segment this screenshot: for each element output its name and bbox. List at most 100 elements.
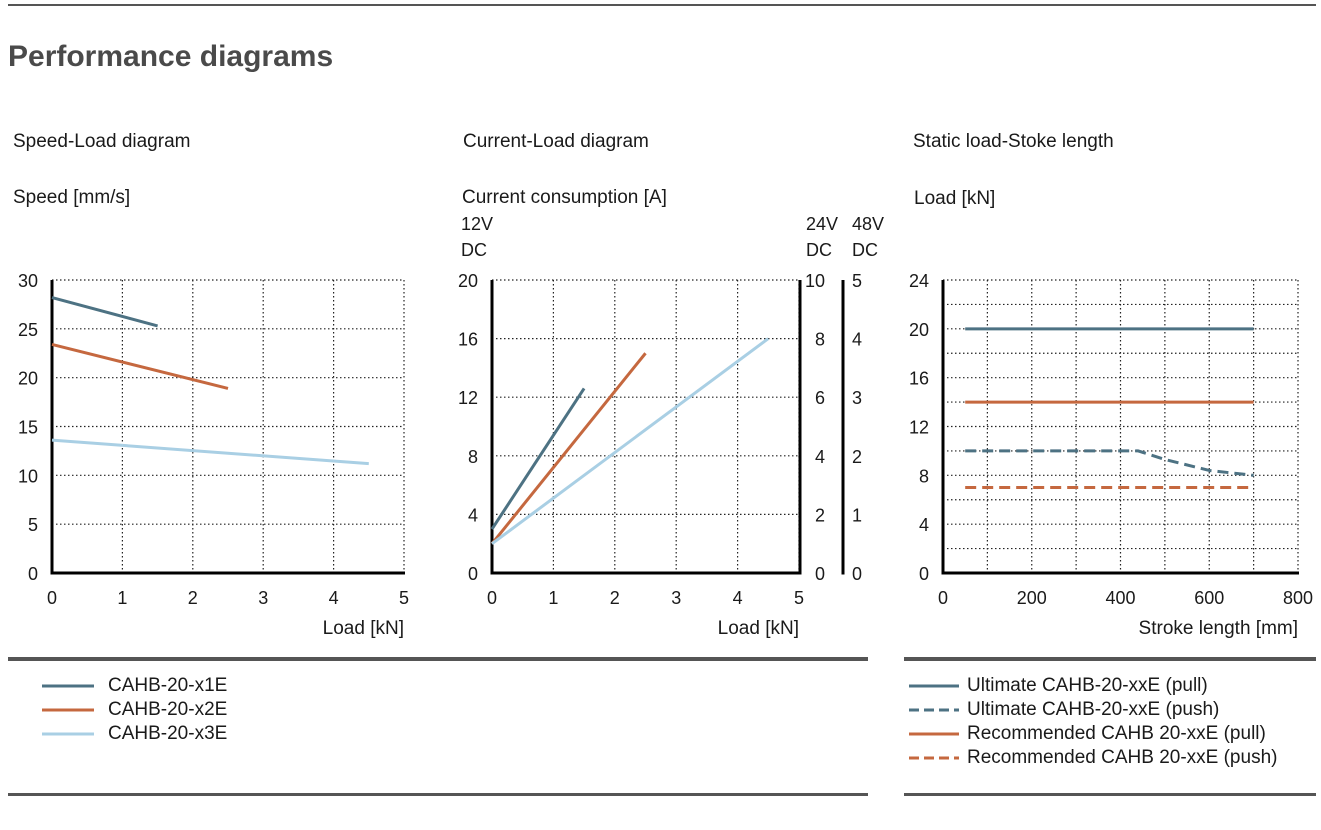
current-y-tick-label-24v: 6 [815, 388, 825, 408]
page-title: Performance diagrams [8, 40, 334, 73]
legend-swatch [42, 708, 94, 712]
static-x-tick-label: 400 [1105, 588, 1135, 608]
speed-x-tick-label: 5 [399, 588, 409, 608]
current-y-tick-label-24v: 10 [805, 271, 825, 291]
static-x-axis-label: Stroke length [mm] [1139, 618, 1298, 639]
static-ylabel: Load [kN] [914, 188, 996, 209]
legend-top-rule-left [8, 657, 868, 661]
speed-y-tick-label: 25 [18, 320, 38, 340]
current-y-tick-label-24v: 4 [815, 447, 825, 467]
current-chart-title: Current-Load diagram [463, 131, 649, 152]
unit-24v: 24V DC [806, 211, 838, 263]
current-series-line-0 [490, 387, 586, 530]
unit-48v-line1: 48V [852, 214, 885, 234]
speed-x-tick-label: 2 [188, 588, 198, 608]
speed-x-tick-label: 1 [117, 588, 127, 608]
speed-chart-title: Speed-Load diagram [13, 131, 191, 152]
current-y-tick-label: 12 [458, 388, 478, 408]
speed-y-tick-label: 15 [18, 418, 38, 438]
current-series-line-1 [490, 352, 647, 545]
current-x-tick-label: 3 [671, 588, 681, 608]
legend-swatch [909, 684, 959, 688]
speed-chart: 0 1 2 3 4 5 0 5 10 15 20 25 30 Load [kN] [18, 271, 409, 639]
speed-grid [52, 279, 405, 573]
legend-swatch [909, 732, 959, 736]
static-x-tick-label: 600 [1194, 588, 1224, 608]
current-y-tick-label-24v: 2 [815, 505, 825, 525]
legend-label: CAHB-20-x3E [108, 723, 228, 744]
bottom-rule-left [8, 793, 868, 796]
unit-12v-line2: DC [461, 240, 487, 260]
current-y-tick-label-48v: 0 [852, 564, 862, 584]
unit-12v: 12V DC [461, 211, 493, 263]
current-y-tick-label-48v: 2 [852, 447, 862, 467]
legend-top-rule-right [904, 657, 1316, 661]
legend-swatch [909, 708, 959, 712]
static-chart: 0 200 400 600 800 0 4 8 12 16 20 24 Stroke length [m… [909, 271, 1313, 639]
current-y-tick-label-48v: 4 [852, 330, 862, 350]
speed-x-tick-label: 3 [258, 588, 268, 608]
current-x-tick-label: 5 [794, 588, 804, 608]
current-grid [492, 279, 800, 573]
legend-label: CAHB-20-x2E [108, 699, 228, 720]
current-y-tick-label-48v: 1 [852, 505, 862, 525]
current-y-tick-label: 0 [468, 564, 478, 584]
speed-series-line-2 [51, 438, 369, 466]
current-x-tick-label: 4 [733, 588, 743, 608]
current-x-axis-label: Load [kN] [718, 618, 799, 639]
unit-12v-line1: 12V [461, 214, 494, 234]
static-y-tick-label: 16 [909, 369, 929, 389]
unit-48v-line2: DC [852, 240, 878, 260]
current-y-tick-label-48v: 5 [852, 271, 862, 291]
current-y-tick-label-24v: 0 [815, 564, 825, 584]
speed-x-axis-label: Load [kN] [323, 618, 404, 639]
static-y-tick-label: 24 [909, 271, 929, 291]
static-chart-title: Static load-Stoke length [913, 131, 1114, 152]
legend-swatch [909, 756, 959, 760]
static-x-tick-label: 800 [1283, 588, 1313, 608]
legend-label: CAHB-20-x1E [108, 675, 228, 696]
speed-y-tick-label: 30 [18, 271, 38, 291]
current-y-tick-label: 20 [458, 271, 478, 291]
speed-series-line-0 [51, 296, 158, 328]
static-y-tick-label: 12 [909, 418, 929, 438]
speed-y-tick-label: 5 [28, 515, 38, 535]
top-rule [8, 4, 1316, 6]
speed-x-tick-label: 4 [329, 588, 339, 608]
legend-label: Ultimate CAHB-20-xxE (push) [967, 699, 1220, 720]
speed-series-line-1 [51, 343, 229, 390]
static-y-tick-label: 8 [919, 466, 929, 486]
current-y-tick-label: 8 [468, 447, 478, 467]
static-y-tick-label: 20 [909, 320, 929, 340]
static-y-tick-label: 4 [919, 515, 929, 535]
current-y-tick-label: 16 [458, 330, 478, 350]
current-y-tick-label-48v: 3 [852, 388, 862, 408]
legend-swatch [42, 684, 94, 688]
static-y-tick-label: 0 [919, 564, 929, 584]
static-x-tick-label: 0 [938, 588, 948, 608]
speed-x-tick-label: 0 [47, 588, 57, 608]
unit-48v: 48V DC [852, 211, 884, 263]
legend-label: Ultimate CAHB-20-xxE (pull) [967, 675, 1208, 696]
legend-swatch [42, 732, 94, 736]
speed-y-tick-label: 0 [28, 564, 38, 584]
current-x-tick-label: 0 [487, 588, 497, 608]
unit-24v-line2: DC [806, 240, 832, 260]
current-y-tick-label: 4 [468, 505, 478, 525]
speed-y-tick-label: 20 [18, 369, 38, 389]
current-series-line-2 [491, 337, 770, 545]
static-grid [943, 279, 1299, 573]
speed-y-tick-label: 10 [18, 466, 38, 486]
legend-label: Recommended CAHB 20-xxE (push) [967, 747, 1278, 768]
current-x-tick-label: 1 [548, 588, 558, 608]
static-series-line-2 [965, 449, 1254, 477]
legend-label: Recommended CAHB 20-xxE (pull) [967, 723, 1266, 744]
speed-ylabel: Speed [mm/s] [13, 187, 131, 208]
current-y-tick-label-24v: 8 [815, 330, 825, 350]
static-x-tick-label: 200 [1017, 588, 1047, 608]
unit-24v-line1: 24V [806, 214, 839, 234]
bottom-rule-right [904, 793, 1316, 796]
current-x-tick-label: 2 [610, 588, 620, 608]
